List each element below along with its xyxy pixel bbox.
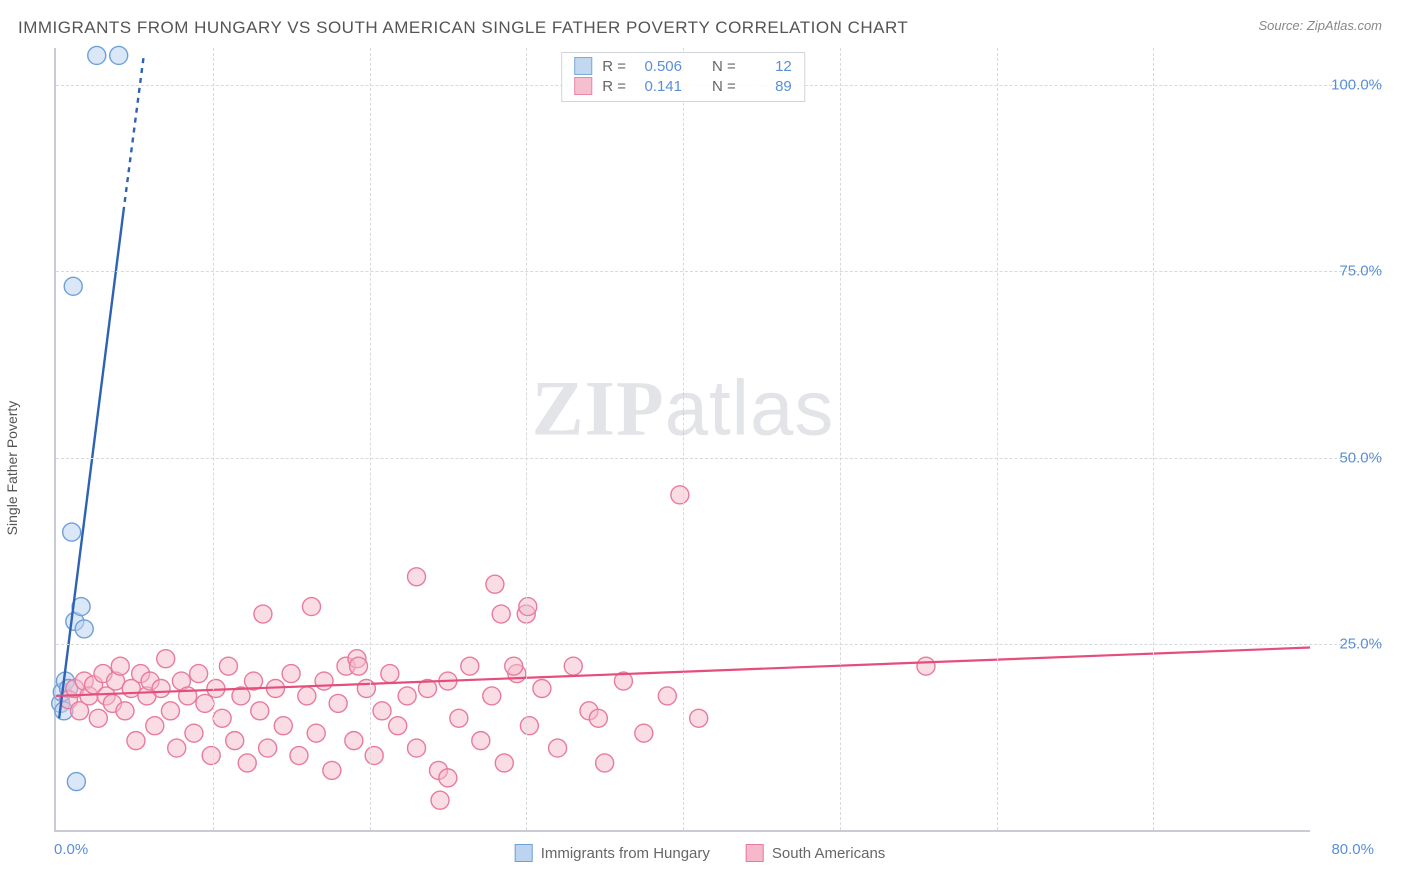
r-value-south_american: 0.141 bbox=[636, 78, 682, 95]
stats-row-south_american: R = 0.141 N = 89 bbox=[574, 77, 792, 95]
r-label: R = bbox=[602, 78, 626, 95]
swatch-hungary bbox=[515, 844, 533, 862]
legend-item-hungary: Immigrants from Hungary bbox=[515, 844, 710, 862]
gridline-v bbox=[840, 48, 841, 830]
n-label: N = bbox=[712, 78, 736, 95]
gridline-v bbox=[1153, 48, 1154, 830]
x-tick-max: 80.0% bbox=[1331, 841, 1374, 858]
r-value-hungary: 0.506 bbox=[636, 58, 682, 75]
trendline-dashed-hungary bbox=[123, 55, 143, 211]
n-label: N = bbox=[712, 58, 736, 75]
legend-label-hungary: Immigrants from Hungary bbox=[541, 845, 710, 862]
stats-row-hungary: R = 0.506 N = 12 bbox=[574, 57, 792, 75]
x-tick-min: 0.0% bbox=[54, 841, 88, 858]
plot-area: ZIPatlas R =0.506N =12R =0.141N =89 25.0… bbox=[54, 48, 1310, 832]
gridline-h bbox=[56, 644, 1382, 645]
n-value-south_american: 89 bbox=[746, 78, 792, 95]
gridline-h bbox=[56, 271, 1382, 272]
swatch-hungary bbox=[574, 57, 592, 75]
swatch-south_american bbox=[746, 844, 764, 862]
y-tick-label: 25.0% bbox=[1318, 635, 1382, 652]
gridline-v bbox=[997, 48, 998, 830]
source-attribution: Source: ZipAtlas.com bbox=[1258, 18, 1382, 33]
gridline-v bbox=[370, 48, 371, 830]
legend-item-south_american: South Americans bbox=[746, 844, 885, 862]
n-value-hungary: 12 bbox=[746, 58, 792, 75]
stats-legend: R = 0.506 N = 12 R = 0.141 N = 89 bbox=[561, 52, 805, 102]
gridline-v bbox=[683, 48, 684, 830]
y-axis-label: Single Father Poverty bbox=[4, 401, 20, 536]
trendline-hungary bbox=[59, 212, 123, 718]
swatch-south_american bbox=[574, 77, 592, 95]
chart-title: IMMIGRANTS FROM HUNGARY VS SOUTH AMERICA… bbox=[18, 18, 908, 38]
gridline-v bbox=[526, 48, 527, 830]
r-label: R = bbox=[602, 58, 626, 75]
chart-container: Single Father Poverty ZIPatlas R =0.506N… bbox=[18, 48, 1382, 872]
y-tick-label: 75.0% bbox=[1318, 263, 1382, 280]
gridline-h bbox=[56, 458, 1382, 459]
legend-label-south_american: South Americans bbox=[772, 845, 885, 862]
y-tick-label: 50.0% bbox=[1318, 449, 1382, 466]
y-tick-label: 100.0% bbox=[1318, 77, 1382, 94]
series-legend: Immigrants from Hungary South Americans bbox=[515, 844, 886, 862]
gridline-v bbox=[213, 48, 214, 830]
